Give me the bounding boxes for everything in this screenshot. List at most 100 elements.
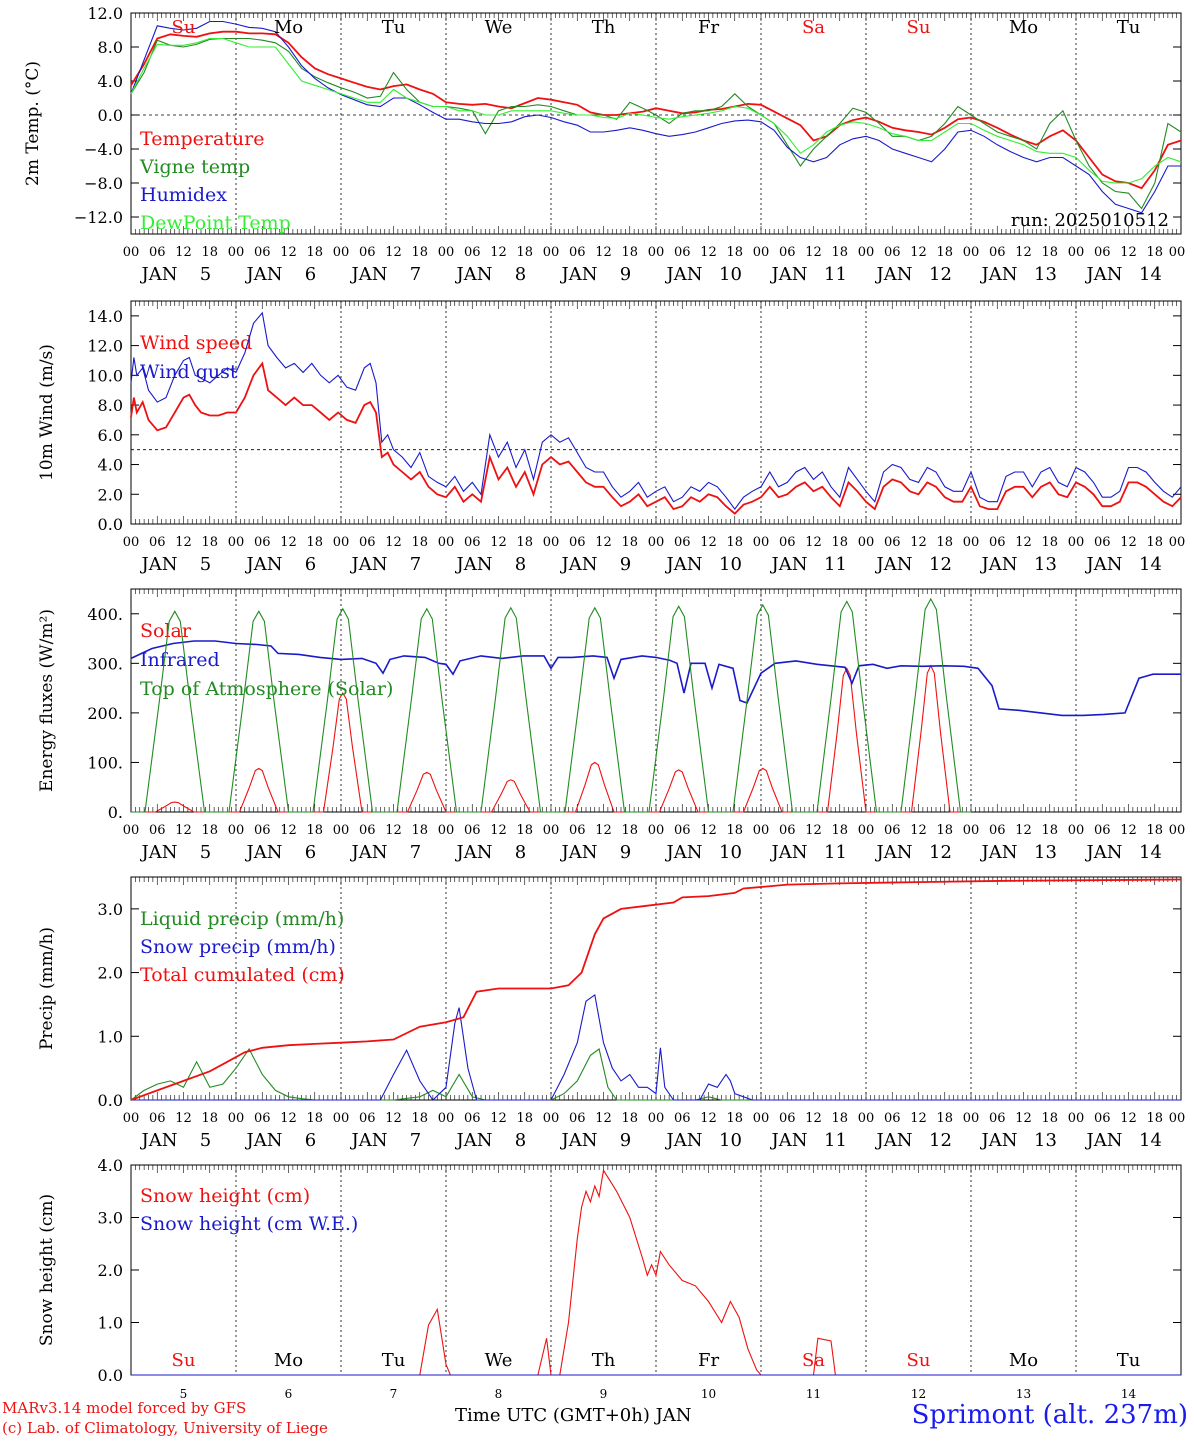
day-number-label: 7 <box>410 1130 421 1151</box>
day-number-label: 10 <box>719 264 742 285</box>
hour-tick-label: 12 <box>490 823 507 838</box>
day-number-label: 5 <box>180 1387 188 1401</box>
hour-tick-label: 06 <box>149 535 166 550</box>
series-line-top-of-atmosphere-solar- <box>131 597 971 813</box>
hour-tick-label: 12 <box>175 535 192 550</box>
hour-tick-label: 12 <box>1120 245 1137 260</box>
day-number-label: 12 <box>911 1387 926 1401</box>
y-tick-label: 14.0 <box>87 307 123 326</box>
month-label: JAN <box>560 264 598 285</box>
legend-entry: Vigne temp <box>139 156 250 178</box>
hour-tick-label: 06 <box>359 823 376 838</box>
hour-tick-label: 12 <box>805 245 822 260</box>
weekday-label: Tu <box>382 17 406 38</box>
y-axis-label: 10m Wind (m/s) <box>37 344 57 481</box>
hour-tick-label: 18 <box>516 1111 533 1126</box>
hour-tick-label: 06 <box>254 535 271 550</box>
month-label: JAN <box>770 842 808 863</box>
credit-line-1: MARv3.14 model forced by GFS <box>2 1399 247 1417</box>
hour-tick-label: 18 <box>306 245 323 260</box>
day-number-label: 9 <box>620 842 631 863</box>
day-number-label: 13 <box>1016 1387 1031 1401</box>
month-label: JAN <box>875 842 913 863</box>
day-number-label: 8 <box>495 1387 503 1401</box>
y-tick-label: 4.0 <box>98 72 123 91</box>
panel-4: 0.0 1.0 2.0 3.0 Precip (mm/h) Liquid precip (… <box>37 876 1185 1151</box>
hour-tick-label: 06 <box>149 823 166 838</box>
hour-tick-label: 00 <box>438 245 455 260</box>
day-number-label: 14 <box>1139 554 1162 575</box>
day-number-label: 13 <box>1034 1130 1057 1151</box>
hour-tick-label: 18 <box>516 535 533 550</box>
hour-tick-label: 00 <box>543 823 560 838</box>
y-tick-label: 2.0 <box>98 1261 123 1280</box>
y-tick-label: 0.0 <box>98 1366 123 1385</box>
day-number-label: 7 <box>410 554 421 575</box>
hour-tick-label: 00 <box>228 245 245 260</box>
weekday-label: Fr <box>698 1350 719 1371</box>
day-number-label: 12 <box>929 842 952 863</box>
hour-tick-label: 18 <box>516 823 533 838</box>
y-tick-label: 8.0 <box>98 396 123 415</box>
hour-tick-label: 00 <box>753 823 770 838</box>
y-tick-label: 2.0 <box>98 964 123 983</box>
day-number-label: 6 <box>305 264 316 285</box>
hour-tick-label: 00 <box>438 823 455 838</box>
hour-tick-label: 06 <box>1094 823 1111 838</box>
hour-tick-label: 00 <box>123 535 140 550</box>
day-number-label: 5 <box>200 264 211 285</box>
hour-tick-label: 06 <box>464 823 481 838</box>
hour-tick-label: 06 <box>1094 535 1111 550</box>
hour-tick-label: 00 <box>543 245 560 260</box>
weekday-label: Fr <box>698 17 719 38</box>
y-tick-label: 0.0 <box>98 1091 123 1110</box>
month-label: JAN <box>875 554 913 575</box>
hour-tick-label: 06 <box>464 1111 481 1126</box>
hour-tick-label: 18 <box>936 1111 953 1126</box>
hour-tick-label: 18 <box>831 823 848 838</box>
day-number-label: 10 <box>719 554 742 575</box>
day-number-label: 10 <box>719 1130 742 1151</box>
hour-tick-label: 18 <box>1146 823 1163 838</box>
hour-tick-label: 18 <box>726 245 743 260</box>
hour-tick-label: 06 <box>569 245 586 260</box>
month-label: JAN <box>140 1130 178 1151</box>
day-number-label: 6 <box>305 842 316 863</box>
hour-tick-label: 12 <box>280 823 297 838</box>
series-line-wind-speed <box>130 361 1182 515</box>
hour-tick-label: 12 <box>910 1111 927 1126</box>
day-number-label: 11 <box>824 842 847 863</box>
y-axis-label: Precip (mm/h) <box>37 927 57 1050</box>
hour-tick-label: 12 <box>595 1111 612 1126</box>
panel-1: 12.0 8.0 4.0 0.0 −4.0 −8.0 −12.0 2m Temp. (°C) T… <box>23 4 1185 285</box>
hour-tick-label: 00 <box>1068 245 1085 260</box>
hour-tick-label: 12 <box>1015 1111 1032 1126</box>
hour-tick-label: 00 <box>753 1111 770 1126</box>
hour-tick-label: 00 <box>123 823 140 838</box>
hour-tick-label: 00 <box>1169 535 1186 550</box>
hour-tick-label: 12 <box>385 245 402 260</box>
y-tick-label: −8.0 <box>84 174 123 193</box>
month-label: JAN <box>1085 554 1123 575</box>
day-number-label: 10 <box>701 1387 716 1401</box>
weekday-label: Su <box>907 1350 931 1371</box>
hour-tick-label: 06 <box>884 245 901 260</box>
series-line-infrared <box>130 640 1181 717</box>
day-number-label: 12 <box>929 264 952 285</box>
day-number-label: 9 <box>620 1130 631 1151</box>
legend-entry: Solar <box>140 620 192 642</box>
day-number-label: 11 <box>806 1387 821 1401</box>
month-label: JAN <box>140 554 178 575</box>
day-number-label: 8 <box>515 842 526 863</box>
y-axis-label: 2m Temp. (°C) <box>23 61 43 186</box>
hour-tick-label: 12 <box>280 1111 297 1126</box>
month-label: JAN <box>980 264 1018 285</box>
hour-tick-label: 18 <box>1146 245 1163 260</box>
day-number-label: 14 <box>1139 1130 1162 1151</box>
hour-tick-label: 12 <box>595 823 612 838</box>
hour-tick-label: 06 <box>149 245 166 260</box>
hour-tick-label: 18 <box>831 245 848 260</box>
month-label: JAN <box>875 264 913 285</box>
day-number-label: 8 <box>515 264 526 285</box>
y-tick-label: −12.0 <box>74 208 123 227</box>
